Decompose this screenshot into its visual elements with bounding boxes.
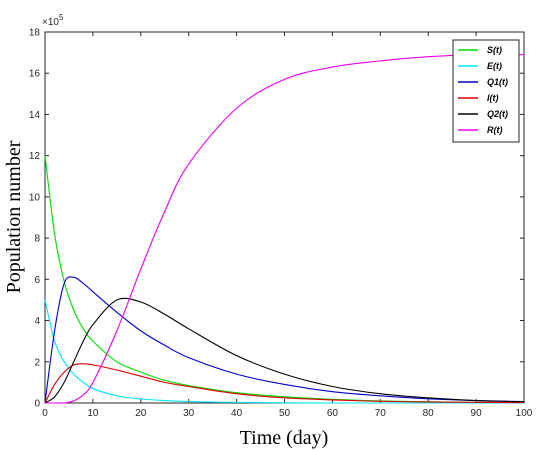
series-line-2 xyxy=(44,276,525,404)
x-tick-label: 30 xyxy=(183,408,195,419)
y-axis-ticks: 0 2 4 6 8 10 12 14 16 18 xyxy=(29,28,524,410)
series-line-5 xyxy=(45,53,525,404)
y-tick-label: 18 xyxy=(29,28,41,39)
series-line-4 xyxy=(44,297,525,404)
y-tick-label: 4 xyxy=(34,316,40,327)
y-multiplier-exponent: 5 xyxy=(59,13,64,22)
x-axis-ticks: 0 10 20 30 40 50 60 70 80 90 100 xyxy=(42,32,533,419)
legend-label-2: Q1(t) xyxy=(487,77,508,87)
x-tick-label: 10 xyxy=(87,408,99,419)
x-tick-label: 40 xyxy=(231,408,243,419)
legend-label-3: I(t) xyxy=(487,93,499,103)
series-lines xyxy=(44,53,525,404)
x-tick-label: 0 xyxy=(42,408,48,419)
y-axis-title: Population number xyxy=(3,140,25,293)
y-multiplier-base: ×10 xyxy=(42,17,59,28)
x-tick-label: 20 xyxy=(135,408,147,419)
legend-label-1: E(t) xyxy=(487,61,502,71)
y-multiplier: ×105 xyxy=(42,13,64,28)
legend-label-5: R(t) xyxy=(487,125,503,135)
legend-label-4: Q2(t) xyxy=(487,109,508,119)
x-tick-label: 80 xyxy=(423,408,435,419)
y-tick-label: 6 xyxy=(34,275,40,286)
y-tick-label: 12 xyxy=(29,151,41,162)
y-tick-label: 0 xyxy=(34,399,40,410)
x-axis-title: Time (day) xyxy=(240,427,329,449)
y-tick-label: 14 xyxy=(29,110,41,121)
x-tick-label: 60 xyxy=(327,408,339,419)
series-line-1 xyxy=(44,299,524,404)
legend: S(t) E(t) Q1(t) I(t) Q2(t) R(t) xyxy=(452,39,520,143)
x-tick-label: 90 xyxy=(471,408,483,419)
y-tick-label: 16 xyxy=(29,69,41,80)
legend-label-0: S(t) xyxy=(487,45,502,55)
y-tick-label: 10 xyxy=(29,192,41,203)
x-tick-label: 70 xyxy=(375,408,387,419)
legend-box xyxy=(452,39,520,143)
plot-area xyxy=(44,31,525,404)
x-tick-label: 50 xyxy=(279,408,291,419)
y-tick-label: 8 xyxy=(34,234,40,245)
x-tick-label: 100 xyxy=(516,408,533,419)
y-tick-label: 2 xyxy=(34,357,40,368)
series-line-3 xyxy=(44,363,525,404)
